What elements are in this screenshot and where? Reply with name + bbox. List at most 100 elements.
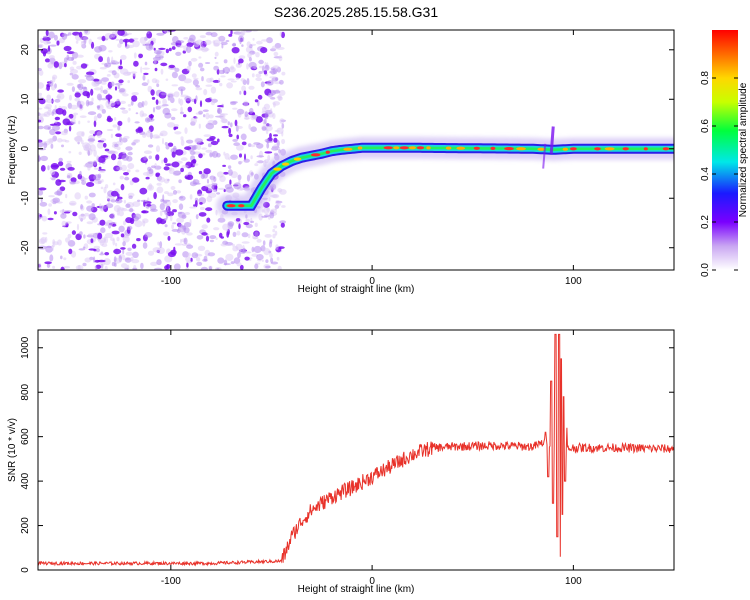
- noise-dot: [226, 82, 234, 89]
- noise-dot: [79, 115, 87, 118]
- noise-dot: [167, 192, 174, 197]
- noise-dot: [280, 222, 285, 228]
- noise-dot: [116, 146, 121, 151]
- noise-dot: [61, 144, 64, 148]
- noise-dot: [109, 213, 116, 220]
- noise-dot: [163, 217, 168, 221]
- noise-dot: [237, 174, 242, 181]
- noise-dot: [135, 112, 139, 115]
- noise-dot: [129, 217, 135, 224]
- noise-dot: [88, 192, 96, 198]
- snr-series-line: [38, 333, 674, 567]
- noise-dot: [258, 213, 263, 221]
- noise-dot: [266, 138, 270, 144]
- noise-dot: [248, 61, 257, 69]
- noise-dot: [197, 245, 206, 251]
- noise-dot: [147, 79, 150, 84]
- noise-dot: [209, 239, 214, 243]
- noise-dot: [101, 35, 106, 42]
- noise-dot: [40, 48, 48, 54]
- noise-dot: [232, 42, 236, 47]
- noise-dot: [103, 186, 107, 194]
- noise-dot: [87, 233, 97, 236]
- noise-dot: [80, 139, 84, 145]
- noise-dot: [225, 40, 230, 42]
- noise-dot: [180, 167, 185, 173]
- noise-dot: [127, 151, 133, 156]
- noise-dot: [45, 245, 53, 248]
- noise-dot: [250, 155, 253, 160]
- noise-dot: [254, 222, 258, 227]
- noise-dot: [56, 95, 61, 99]
- noise-dot: [205, 235, 210, 242]
- noise-dot: [51, 244, 54, 252]
- noise-dot: [257, 94, 263, 100]
- noise-dot: [74, 192, 81, 200]
- spectrogram-xlabel: Height of straight line (km): [298, 284, 415, 295]
- noise-dot: [38, 67, 42, 72]
- noise-dot: [69, 200, 77, 206]
- noise-dot: [110, 199, 117, 203]
- noise-dot: [87, 150, 91, 157]
- noise-dot: [97, 105, 100, 110]
- noise-dot: [261, 259, 264, 262]
- noise-dot: [151, 165, 156, 169]
- noise-dot: [198, 56, 202, 59]
- noise-dot: [172, 199, 178, 204]
- y-tick-label: 20: [20, 44, 31, 56]
- noise-dot: [184, 146, 192, 151]
- noise-dot: [268, 197, 271, 202]
- noise-dot: [237, 252, 241, 259]
- y-tick-label: -20: [20, 240, 31, 255]
- noise-dot: [243, 221, 250, 226]
- x-tick-label: 0: [369, 576, 375, 587]
- noise-dot: [266, 80, 274, 86]
- noise-dot: [103, 258, 111, 266]
- noise-dot: [176, 40, 185, 44]
- noise-dot: [95, 266, 98, 270]
- noise-dot: [75, 265, 84, 270]
- noise-dot: [110, 81, 115, 87]
- y-tick-label: 1000: [20, 336, 31, 359]
- noise-dot: [234, 119, 238, 127]
- noise-dot: [230, 261, 235, 265]
- noise-dot: [45, 98, 48, 103]
- y-tick-label: 400: [20, 472, 31, 489]
- noise-dot: [189, 219, 192, 225]
- noise-dot: [205, 122, 214, 130]
- noise-dot: [131, 177, 140, 183]
- noise-dot: [153, 47, 156, 51]
- noise-dot: [156, 83, 160, 88]
- noise-dot: [201, 232, 208, 236]
- noise-dot: [242, 250, 247, 253]
- noise-dot: [163, 231, 170, 236]
- noise-dot: [98, 166, 102, 170]
- noise-dot: [227, 221, 235, 227]
- noise-dot: [87, 101, 94, 106]
- noise-dot: [199, 202, 203, 205]
- ridge-hotspot: [416, 146, 425, 150]
- noise-dot: [219, 82, 223, 87]
- noise-dot: [273, 152, 279, 156]
- noise-dot: [114, 86, 118, 91]
- noise-dot: [180, 139, 185, 146]
- noise-dot: [87, 165, 91, 171]
- noise-dot: [172, 190, 178, 195]
- noise-dot: [126, 71, 132, 76]
- noise-dot: [214, 51, 219, 57]
- noise-dot: [160, 92, 167, 96]
- noise-dot: [276, 127, 284, 134]
- noise-dot: [97, 173, 102, 179]
- noise-dot: [131, 95, 138, 102]
- y-tick-label: 600: [20, 428, 31, 445]
- noise-dot: [122, 241, 126, 247]
- noise-dot: [260, 47, 268, 54]
- noise-dot: [93, 245, 101, 249]
- noise-dot: [108, 50, 113, 53]
- noise-dot: [256, 239, 262, 243]
- noise-dot: [205, 149, 213, 153]
- noise-dot: [79, 231, 83, 236]
- noise-dot: [106, 117, 113, 123]
- noise-dot: [269, 133, 272, 139]
- noise-dot: [196, 261, 203, 266]
